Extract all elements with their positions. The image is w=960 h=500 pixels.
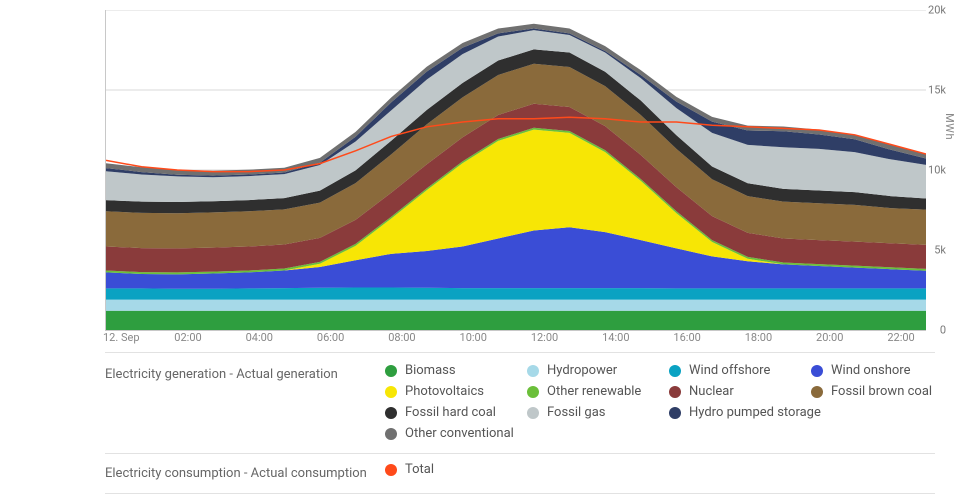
legend-item-nuclear[interactable]: Nuclear <box>669 384 789 399</box>
legend-swatch-icon <box>527 365 539 377</box>
area-biomass <box>106 311 926 330</box>
legend-item-wind-offshore[interactable]: Wind offshore <box>669 363 789 378</box>
x-tick-label: 02:00 <box>174 331 201 344</box>
legend-item-label: Fossil hard coal <box>405 405 496 420</box>
legend-swatch-icon <box>669 407 681 419</box>
legend-swatch-icon <box>385 407 397 419</box>
legend-swatch-icon <box>669 386 681 398</box>
legend-swatch-icon <box>385 428 397 440</box>
x-tick-label: 20:00 <box>816 331 843 344</box>
legend-item-label: Hydro pumped storage <box>689 405 821 420</box>
legend-item-hydro-pumped-storage[interactable]: Hydro pumped storage <box>669 405 821 420</box>
legend-item-label: Other conventional <box>405 426 514 441</box>
legend-item-label: Total <box>405 462 434 477</box>
x-tick-label: 08:00 <box>388 331 415 344</box>
legend-item-label: Wind offshore <box>689 363 770 378</box>
x-tick-label: 10:00 <box>460 331 487 344</box>
y-axis-unit: MWh <box>943 113 956 140</box>
legend-consumption-title: Electricity consumption - Actual consump… <box>105 462 385 481</box>
legend-item-photovoltaics[interactable]: Photovoltaics <box>385 384 505 399</box>
legend-swatch-icon <box>385 365 397 377</box>
y-tick-label: 10k <box>928 164 946 177</box>
legend-swatch-icon <box>811 386 823 398</box>
legend-swatch-icon <box>385 464 397 476</box>
x-axis-labels: 12. Sep 02:00 04:00 06:00 08:00 10:00 12:00 14:… <box>105 331 925 345</box>
legend-consumption: Electricity consumption - Actual consump… <box>105 452 935 494</box>
legend-item-total[interactable]: Total <box>385 462 505 477</box>
legend-swatch-icon <box>385 386 397 398</box>
y-axis-labels: 05k10k15k20k <box>906 0 946 320</box>
legend-consumption-items: Total <box>385 462 935 477</box>
y-tick-label: 5k <box>934 244 946 257</box>
legend-generation-title: Electricity generation - Actual generati… <box>105 363 385 382</box>
y-tick-label: 0 <box>940 324 946 337</box>
legend-swatch-icon <box>669 365 681 377</box>
x-tick-label: 16:00 <box>673 331 700 344</box>
legend-generation: Electricity generation - Actual generati… <box>105 352 935 454</box>
legend-item-label: Hydropower <box>547 363 617 378</box>
area-wind-offshore <box>106 287 926 299</box>
x-tick-label: 18:00 <box>745 331 772 344</box>
stacked-area-chart <box>105 10 926 331</box>
legend-generation-items: Biomass Hydropower Wind offshore Wind onsho… <box>385 363 935 441</box>
y-tick-label: 20k <box>928 4 946 17</box>
legend-item-label: Photovoltaics <box>405 384 484 399</box>
y-tick-label: 15k <box>928 84 946 97</box>
legend-swatch-icon <box>811 365 823 377</box>
legend-item-label: Fossil gas <box>547 405 606 420</box>
legend-item-fossil-hard-coal[interactable]: Fossil hard coal <box>385 405 505 420</box>
legend-item-wind-onshore[interactable]: Wind onshore <box>811 363 931 378</box>
x-tick-label: 14:00 <box>602 331 629 344</box>
x-tick-label: 12. Sep <box>103 331 140 344</box>
area-hydropower <box>106 300 926 311</box>
x-tick-label: 06:00 <box>317 331 344 344</box>
legend-item-fossil-gas[interactable]: Fossil gas <box>527 405 647 420</box>
legend-item-label: Wind onshore <box>831 363 911 378</box>
legend-item-fossil-brown-coal[interactable]: Fossil brown coal <box>811 384 932 399</box>
legend-swatch-icon <box>527 407 539 419</box>
legend-item-label: Fossil brown coal <box>831 384 932 399</box>
legend-item-other-conventional[interactable]: Other conventional <box>385 426 514 441</box>
legend-item-label: Biomass <box>405 363 456 378</box>
legend-item-biomass[interactable]: Biomass <box>385 363 505 378</box>
x-tick-label: 04:00 <box>246 331 273 344</box>
chart-svg <box>106 10 926 330</box>
legend-swatch-icon <box>527 386 539 398</box>
legend-item-other-renewable[interactable]: Other renewable <box>527 384 647 399</box>
legend-item-label: Nuclear <box>689 384 734 399</box>
legend-item-label: Other renewable <box>547 384 641 399</box>
x-tick-label: 12:00 <box>531 331 558 344</box>
legend-item-hydropower[interactable]: Hydropower <box>527 363 647 378</box>
x-tick-label: 22:00 <box>887 331 914 344</box>
